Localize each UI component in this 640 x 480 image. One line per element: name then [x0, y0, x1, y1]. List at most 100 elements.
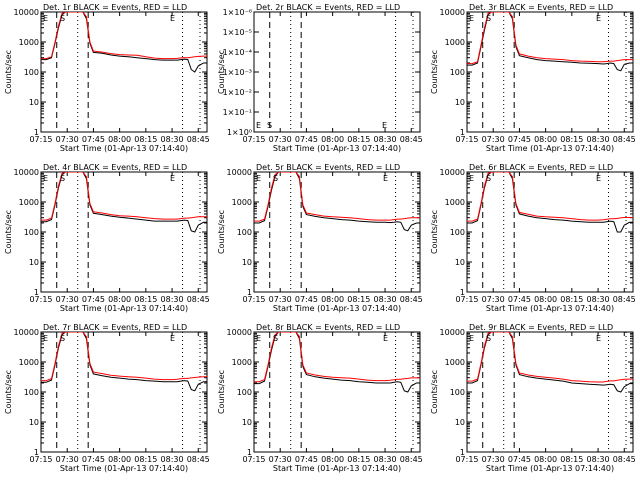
chart-panel-4: Det. 4r BLACK = Events, RED = LLD Counts/… — [4, 163, 210, 313]
y-axis-label: Counts/sec — [430, 50, 439, 94]
event-marker-s: S — [60, 14, 65, 23]
y-tick-label: 1×10⁰ — [227, 128, 252, 137]
chart-panel-1: Det. 1r BLACK = Events, RED = LLD Counts/… — [4, 3, 210, 153]
x-tick-label: 08:30 — [374, 135, 397, 144]
y-axis-label: Counts/sec — [4, 50, 13, 94]
y-tick-label: 1 — [247, 288, 252, 297]
event-marker-s: S — [273, 174, 278, 183]
x-tick-label: 08:30 — [161, 295, 184, 304]
x-axis-label: Start Time (01-Apr-13 07:14:40) — [273, 304, 401, 313]
series-line-lld — [41, 12, 207, 60]
event-marker-e: E — [256, 174, 261, 183]
x-tick-label: 08:45 — [187, 455, 210, 464]
y-tick-label: 10 — [455, 98, 465, 107]
event-marker-e: E — [596, 14, 601, 23]
y-axis-label: Counts/sec — [217, 370, 226, 414]
y-tick-label: 100 — [24, 388, 39, 397]
y-tick-label: 1000 — [445, 198, 465, 207]
y-axis-label: Counts/sec — [430, 370, 439, 414]
series-line-lld — [467, 12, 633, 65]
panel-title: Det. 2r BLACK = Events, RED = LLD — [256, 3, 400, 12]
y-tick-label: 100 — [237, 228, 252, 237]
x-tick-label: 08:30 — [374, 295, 397, 304]
x-tick-label: 07:15 — [29, 455, 52, 464]
event-marker-e: E — [43, 174, 48, 183]
y-tick-label: 10000 — [440, 328, 465, 337]
x-tick-label: 07:30 — [269, 455, 292, 464]
event-marker-e: E — [170, 334, 175, 343]
x-tick-label: 08:15 — [347, 455, 370, 464]
y-tick-label: 1×10⁻¹ — [223, 108, 252, 117]
x-tick-label: 08:30 — [587, 455, 610, 464]
x-axis-label: Start Time (01-Apr-13 07:14:40) — [60, 144, 188, 153]
x-tick-label: 08:30 — [587, 295, 610, 304]
x-tick-label: 08:15 — [134, 455, 157, 464]
x-tick-label: 07:45 — [82, 455, 105, 464]
event-marker-s: S — [273, 334, 278, 343]
x-tick-label: 07:30 — [269, 135, 292, 144]
y-tick-label: 1000 — [232, 198, 252, 207]
y-tick-label: 1×10⁻⁵ — [223, 28, 252, 37]
chart-panel-6: Det. 6r BLACK = Events, RED = LLD Counts/… — [430, 163, 636, 313]
series-line-events — [467, 12, 633, 72]
y-axis-label: Counts/sec — [4, 210, 13, 254]
x-tick-label: 07:45 — [295, 135, 318, 144]
y-tick-label: 1 — [460, 448, 465, 457]
y-tick-label: 10000 — [440, 168, 465, 177]
x-tick-label: 08:45 — [187, 295, 210, 304]
event-marker-e: E — [596, 334, 601, 343]
x-tick-label: 08:15 — [560, 295, 583, 304]
series-line-events — [41, 12, 207, 73]
event-marker-e: E — [383, 334, 388, 343]
panel-title: Det. 7r BLACK = Events, RED = LLD — [43, 323, 187, 332]
event-marker-e: E — [469, 334, 474, 343]
x-tick-label: 08:15 — [134, 135, 157, 144]
x-tick-label: 08:00 — [321, 135, 344, 144]
event-marker-e: E — [170, 174, 175, 183]
chart-panel-9: Det. 9r BLACK = Events, RED = LLD Counts/… — [430, 323, 636, 473]
event-marker-s: S — [267, 121, 272, 130]
y-tick-label: 10 — [242, 258, 252, 267]
x-axis-label: Start Time (01-Apr-13 07:14:40) — [486, 144, 614, 153]
event-marker-s: S — [486, 334, 491, 343]
panel-title: Det. 5r BLACK = Events, RED = LLD — [256, 163, 400, 172]
x-axis-label: Start Time (01-Apr-13 07:14:40) — [60, 304, 188, 313]
x-tick-label: 07:45 — [295, 295, 318, 304]
x-tick-label: 08:45 — [400, 295, 423, 304]
series-line-lld — [41, 172, 207, 221]
x-tick-label: 08:00 — [108, 295, 131, 304]
x-tick-label: 08:00 — [534, 455, 557, 464]
event-marker-e: E — [596, 174, 601, 183]
y-tick-label: 10000 — [14, 328, 39, 337]
x-tick-label: 08:00 — [321, 295, 344, 304]
y-tick-label: 10000 — [14, 168, 39, 177]
x-tick-label: 08:15 — [560, 455, 583, 464]
y-tick-label: 10000 — [440, 8, 465, 17]
y-axis-label: Counts/sec — [217, 50, 226, 94]
event-marker-e: E — [383, 174, 388, 183]
y-tick-label: 10 — [29, 258, 39, 267]
series-line-events — [41, 172, 207, 233]
event-marker-e: E — [469, 14, 474, 23]
series-line-events — [254, 332, 420, 393]
y-tick-label: 100 — [450, 228, 465, 237]
x-axis-label: Start Time (01-Apr-13 07:14:40) — [60, 464, 188, 473]
panel-title: Det. 6r BLACK = Events, RED = LLD — [469, 163, 613, 172]
x-tick-label: 08:15 — [560, 135, 583, 144]
x-axis-label: Start Time (01-Apr-13 07:14:40) — [486, 464, 614, 473]
x-tick-label: 08:15 — [347, 295, 370, 304]
y-tick-label: 1000 — [445, 38, 465, 47]
y-tick-label: 100 — [450, 388, 465, 397]
event-marker-s: S — [60, 174, 65, 183]
x-tick-label: 07:15 — [242, 135, 265, 144]
series-line-events — [41, 332, 207, 392]
y-tick-label: 10 — [455, 258, 465, 267]
y-tick-label: 10 — [29, 98, 39, 107]
chart-panel-5: Det. 5r BLACK = Events, RED = LLD Counts/… — [217, 163, 423, 313]
x-tick-label: 07:45 — [508, 455, 531, 464]
x-tick-label: 07:15 — [242, 455, 265, 464]
chart-panel-8: Det. 8r BLACK = Events, RED = LLD Counts/… — [217, 323, 423, 473]
series-line-events — [467, 332, 633, 393]
x-tick-label: 08:15 — [347, 135, 370, 144]
